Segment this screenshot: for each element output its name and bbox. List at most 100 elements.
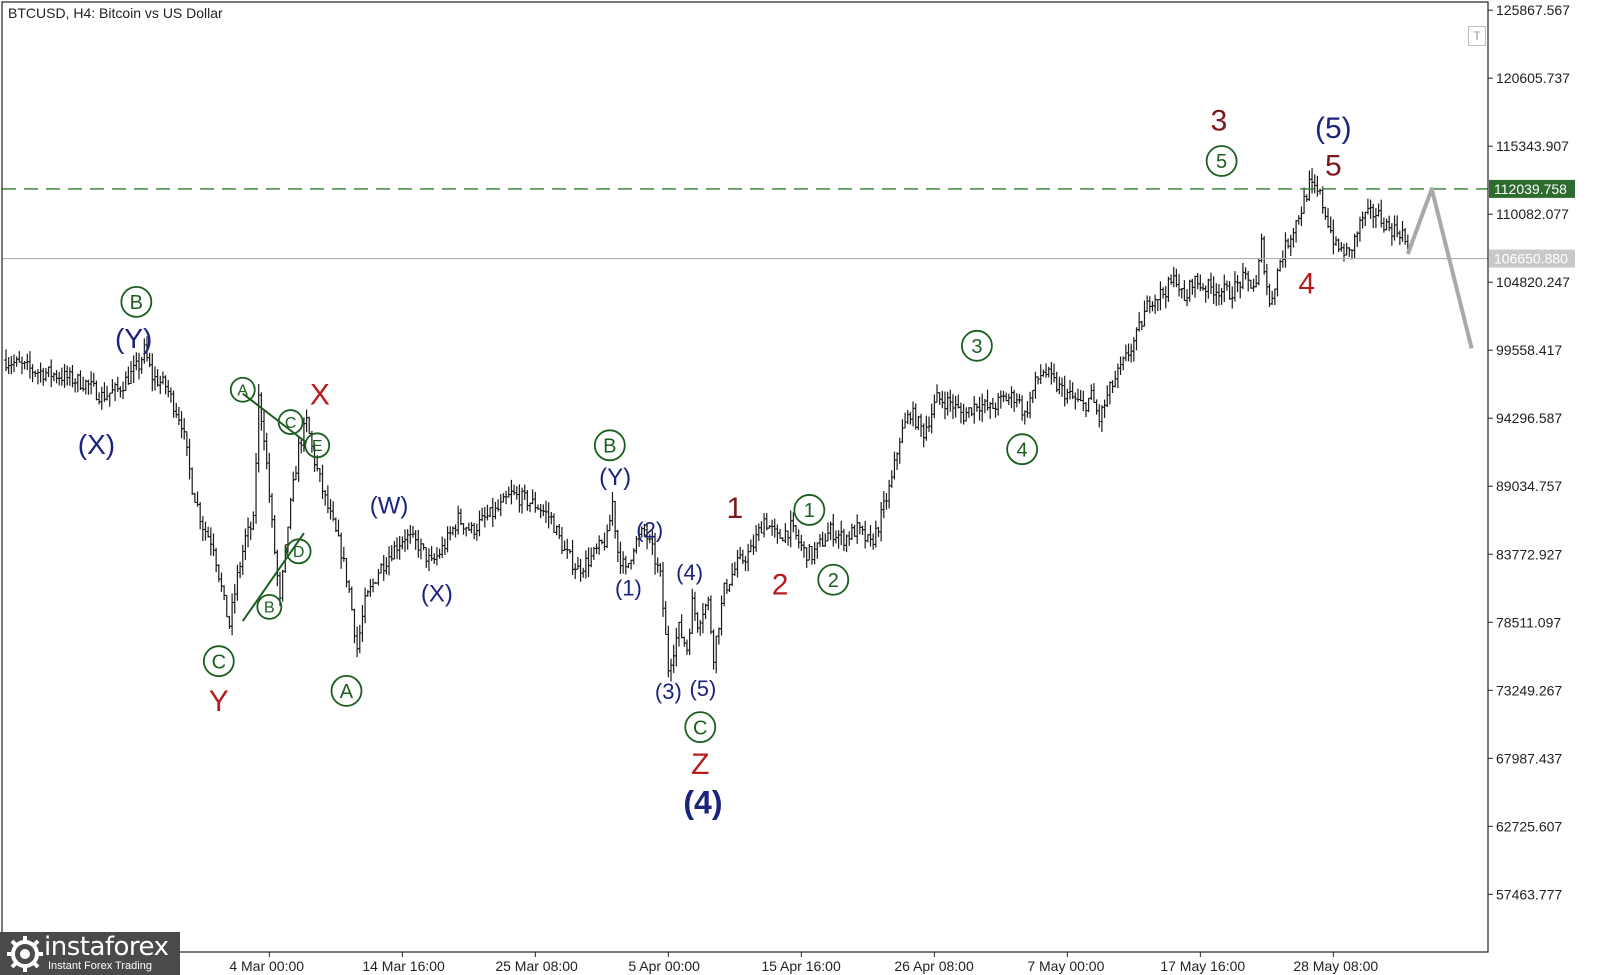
ohlc-bar (1291, 227, 1296, 248)
ohlc-bar (844, 534, 849, 553)
ohlc-bar (533, 491, 538, 513)
ohlc-bar (958, 402, 963, 424)
ohlc-bar (953, 396, 958, 418)
ohlc-bar (94, 380, 99, 401)
svg-text:5: 5 (1325, 150, 1342, 183)
price-tick-label: 83772.927 (1496, 546, 1562, 562)
ohlc-bar (767, 525, 772, 529)
wave-label: 4 (1298, 267, 1315, 300)
ohlc-bar (57, 371, 62, 386)
ohlc-bar (11, 354, 16, 373)
svg-text:(5): (5) (689, 676, 716, 701)
ohlc-bar (873, 520, 878, 548)
ohlc-bar (442, 538, 447, 556)
ohlc-bar (1083, 402, 1088, 418)
ohlc-bar (1025, 401, 1030, 418)
wave-label: (X) (421, 580, 453, 607)
ohlc-bar (700, 603, 705, 634)
ohlc-bar (168, 387, 173, 403)
ohlc-bar (921, 423, 926, 448)
svg-text:A: A (340, 681, 354, 703)
wave-label-circled: 1 (793, 494, 826, 526)
ohlc-bar (823, 533, 828, 547)
ohlc-bar (62, 364, 67, 388)
ohlc-bar (756, 523, 761, 541)
ohlc-bar (1336, 238, 1341, 253)
ohlc-bar (357, 624, 362, 654)
ohlc-bar (1275, 268, 1280, 297)
ohlc-bar (927, 416, 932, 432)
ohlc-bar (551, 513, 556, 533)
svg-text:C: C (212, 651, 226, 673)
ohlc-bar (1036, 376, 1041, 385)
ohlc-bar (1052, 363, 1057, 383)
ohlc-bar (49, 359, 54, 388)
ohlc-bar (251, 511, 256, 530)
ohlc-bar (1091, 383, 1096, 404)
ohlc-bar (583, 550, 588, 579)
ohlc-bar (469, 522, 474, 534)
svg-text:B: B (603, 436, 616, 458)
ohlc-bar (743, 556, 748, 572)
wave-label-circled: C (684, 711, 717, 744)
price-tick-label: 67987.437 (1496, 750, 1562, 766)
svg-text:A: A (237, 383, 248, 400)
current-price-tag: 106650.880 (1489, 249, 1575, 268)
ohlc-bar (895, 452, 900, 470)
ohlc-bar (852, 524, 857, 537)
wave-label: 2 (772, 568, 789, 601)
price-levels (2, 188, 1488, 260)
svg-text:1: 1 (804, 500, 815, 522)
ohlc-bar (671, 644, 676, 673)
ohlc-bar (400, 536, 405, 550)
ohlc-bar (1153, 294, 1158, 314)
ohlc-bar (892, 451, 897, 480)
ohlc-bar (501, 493, 506, 503)
ohlc-bar (740, 549, 745, 565)
ohlc-bar (1177, 273, 1182, 297)
ohlc-bar (1232, 271, 1237, 302)
ohlc-bar (493, 501, 498, 520)
ohlc-bar (514, 486, 519, 500)
ohlc-bar (1227, 281, 1232, 300)
ohlc-bar (977, 396, 982, 421)
ohlc-bar (900, 419, 905, 444)
ohlc-bar (230, 593, 235, 636)
time-tick-label: 26 Apr 08:00 (894, 958, 974, 974)
price-axis: 125867.567 120605.737 115343.907 110082.077… (1488, 2, 1575, 902)
ohlc-bar (99, 386, 104, 410)
ohlc-bar (935, 384, 939, 403)
ohlc-bar (1179, 288, 1184, 299)
ohlc-bar (794, 525, 799, 540)
ohlc-bar (735, 549, 740, 578)
text-tool-button[interactable]: T (1468, 26, 1486, 46)
ohlc-bar (1006, 393, 1011, 406)
ohlc-bar (264, 432, 269, 470)
ohlc-bar (1054, 371, 1059, 393)
svg-text:112039.758: 112039.758 (1494, 181, 1567, 197)
wave-label-circled: B (256, 593, 283, 620)
ohlc-bar (1307, 170, 1312, 201)
wave-label-circled: B (593, 429, 626, 462)
ohlc-bar (1211, 276, 1216, 304)
ohlc-bar (663, 601, 668, 636)
ohlc-bar (903, 412, 908, 429)
svg-text:4: 4 (1298, 267, 1315, 300)
ohlc-bar (19, 356, 24, 375)
ohlc-bar (557, 524, 562, 539)
wave-label-circled: A (229, 376, 256, 403)
ohlc-bar (192, 492, 197, 503)
ohlc-bar (972, 396, 977, 424)
svg-text:2: 2 (828, 570, 839, 592)
ohlc-bar (541, 504, 546, 517)
time-tick-label: 14 Mar 16:00 (362, 958, 445, 974)
ohlc-bar (288, 497, 293, 530)
ohlc-bar (360, 605, 365, 642)
svg-text:Z: Z (691, 748, 709, 781)
ohlc-bar (107, 392, 112, 407)
ohlc-bar (1198, 274, 1203, 292)
ohlc-bar (113, 382, 118, 402)
ohlc-bar (456, 505, 461, 535)
ohlc-bar (1102, 399, 1107, 418)
